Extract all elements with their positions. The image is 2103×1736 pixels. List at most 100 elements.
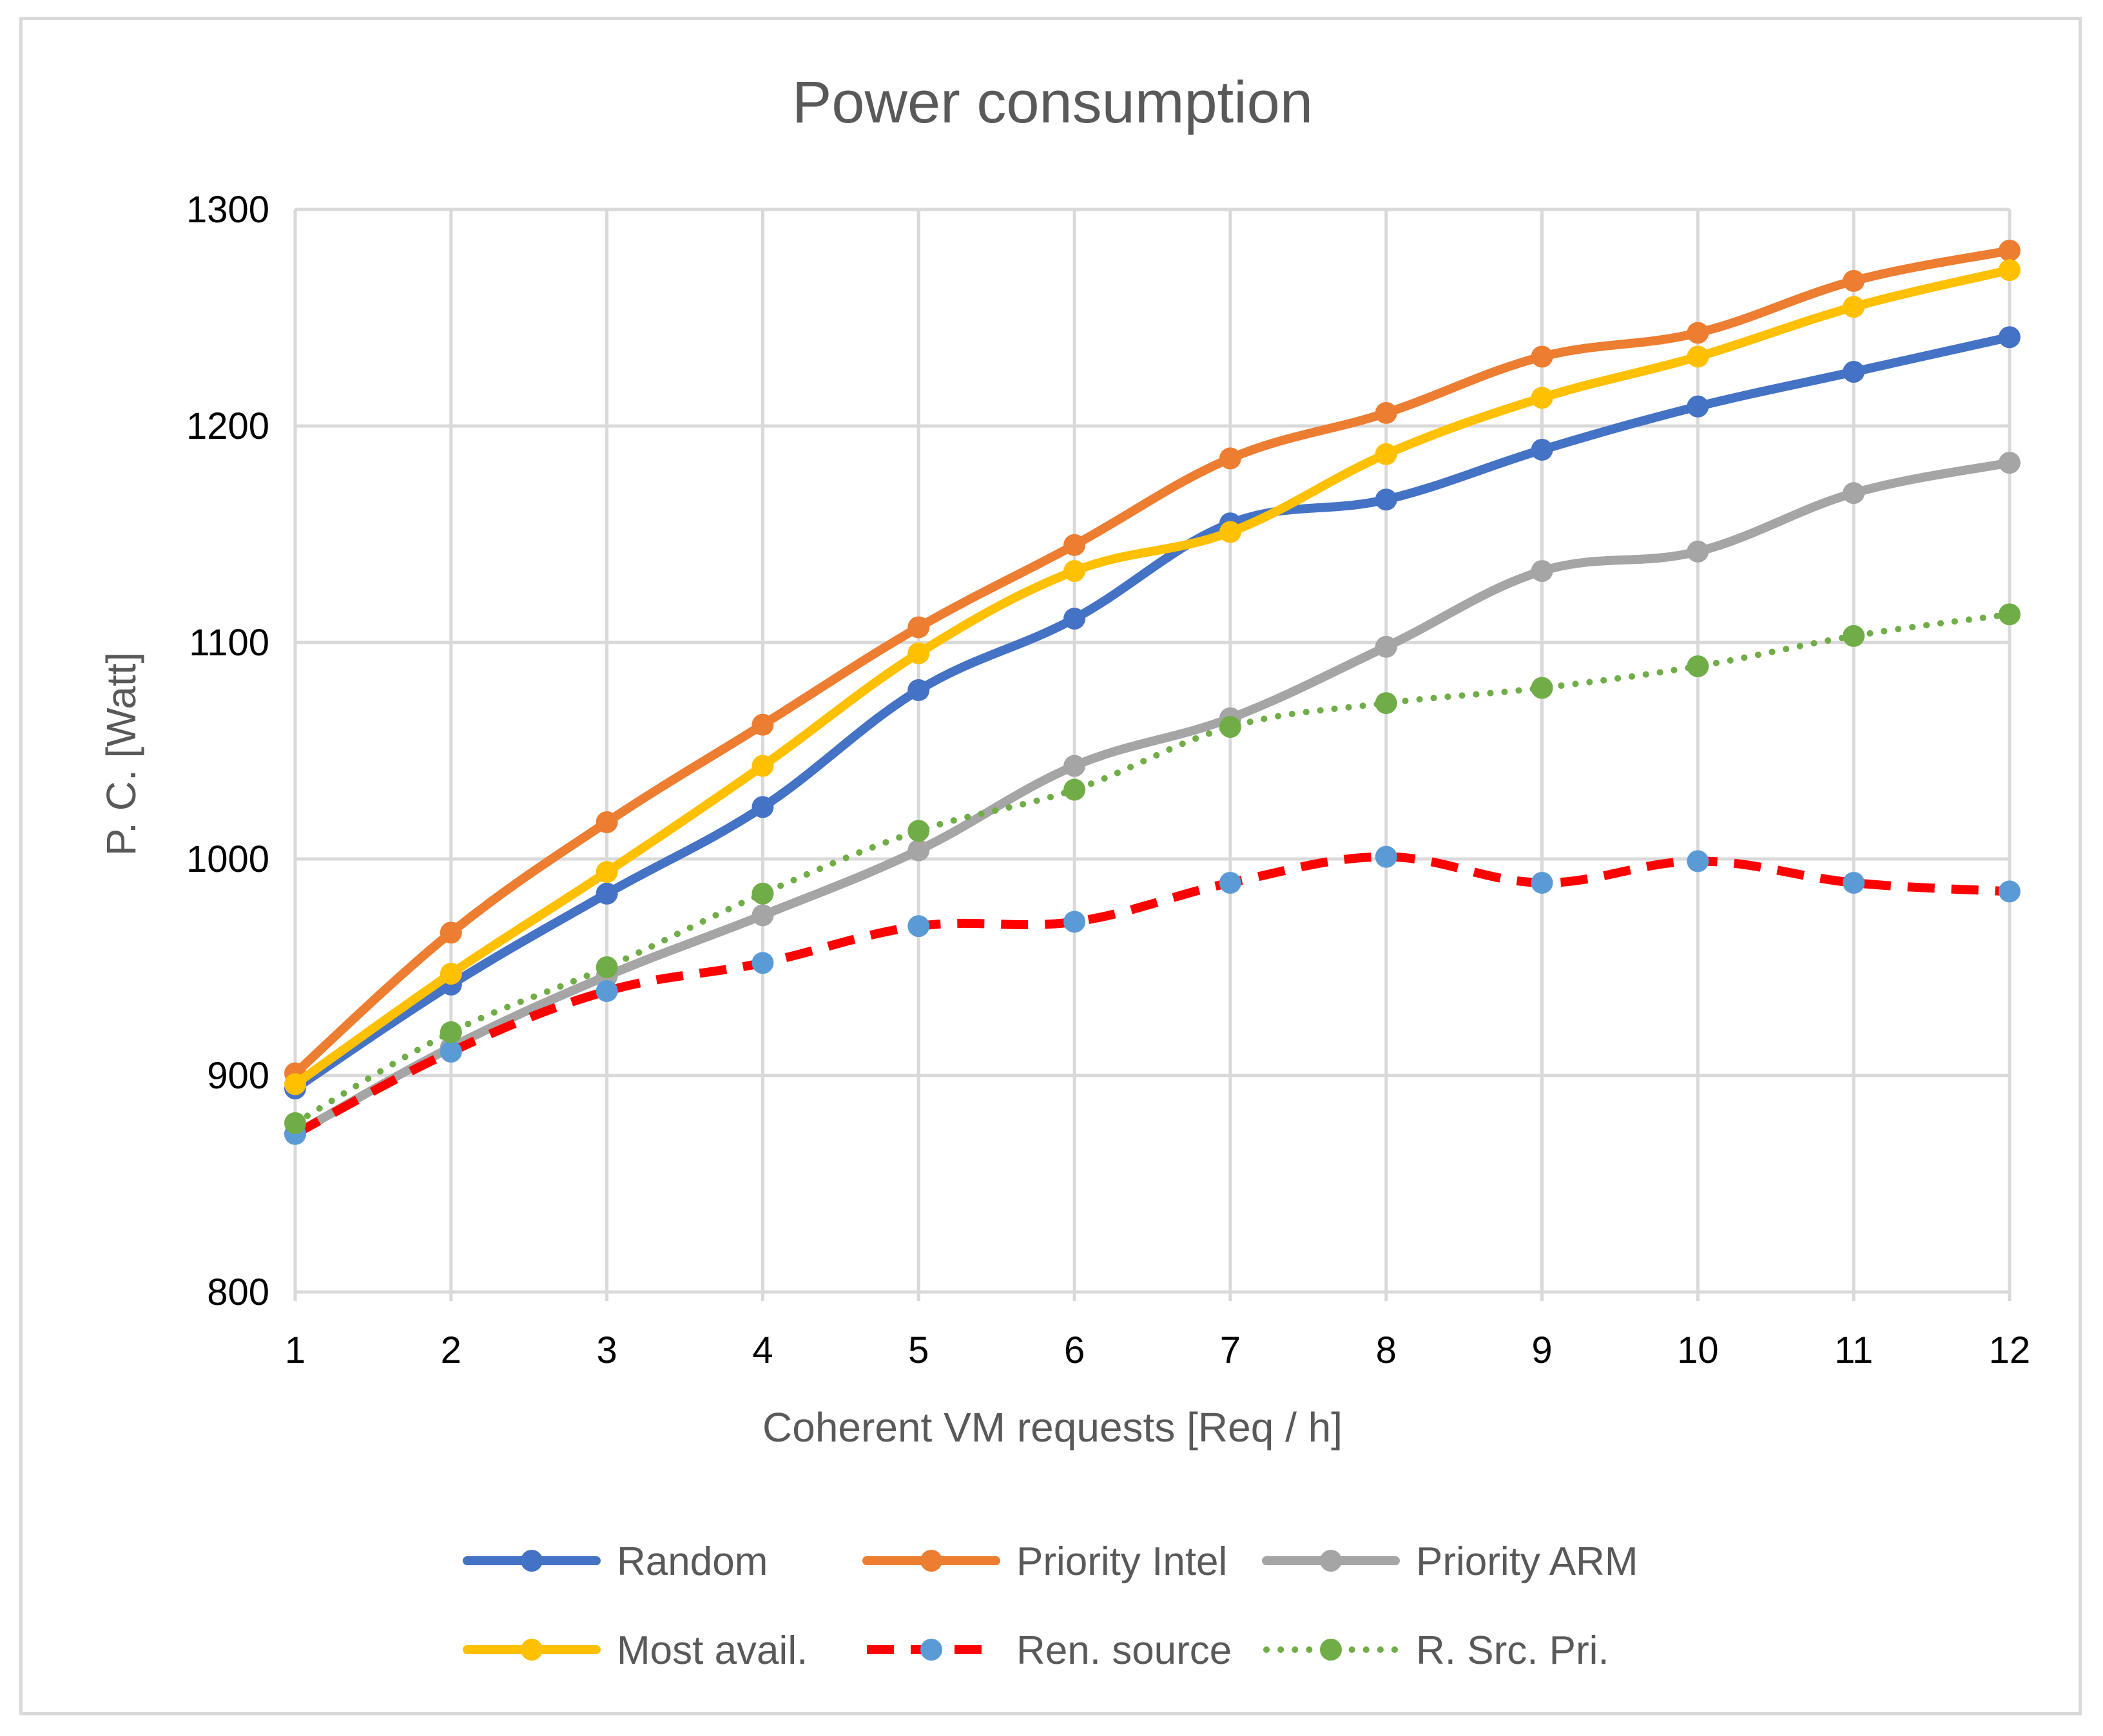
data-point-r-src-pri — [284, 1112, 306, 1134]
data-point-ren-source — [596, 979, 618, 1002]
x-tick-label: 11 — [1834, 1329, 1873, 1371]
x-tick-label: 1 — [285, 1329, 305, 1371]
data-point-priority-intel — [1375, 401, 1397, 424]
legend-item-ren-source: Ren. source — [867, 1628, 1232, 1673]
data-point-r-src-pri — [1531, 677, 1553, 699]
data-point-priority-arm — [1843, 482, 1865, 505]
x-tick-label: 6 — [1064, 1329, 1085, 1371]
data-point-ren-source — [1219, 871, 1241, 894]
data-point-r-src-pri — [1843, 624, 1865, 647]
legend-label: Most avail. — [617, 1628, 808, 1673]
data-point-priority-arm — [1063, 755, 1086, 777]
legend-label: Random — [617, 1539, 768, 1584]
legend-item-priority-arm: Priority ARM — [1262, 1539, 1638, 1584]
data-point-priority-intel — [1219, 447, 1241, 470]
data-point-most-avail — [284, 1073, 306, 1095]
y-axis-label: P. C. [Watt] — [98, 652, 144, 856]
data-point-priority-intel — [1063, 534, 1086, 556]
data-point-most-avail — [1063, 560, 1086, 583]
data-point-most-avail — [596, 861, 618, 883]
data-point-most-avail — [907, 642, 930, 664]
data-point-random — [751, 796, 774, 818]
data-point-priority-intel — [1687, 322, 1709, 344]
y-tick-label: 900 — [207, 1055, 269, 1097]
legend-swatch-marker — [920, 1639, 942, 1661]
x-tick-label: 5 — [908, 1329, 929, 1371]
data-point-r-src-pri — [596, 956, 618, 978]
data-point-random — [1375, 488, 1397, 511]
legend-label: R. Src. Pri. — [1416, 1628, 1609, 1673]
data-point-most-avail — [1843, 296, 1865, 318]
data-point-priority-arm — [1999, 452, 2021, 474]
series-line-priority-intel — [291, 246, 2014, 1078]
series-priority-intel — [284, 239, 2021, 1085]
legend-item-r-src-pri: R. Src. Pri. — [1263, 1628, 1609, 1673]
x-tick-label: 8 — [1376, 1329, 1397, 1371]
data-point-priority-arm — [751, 904, 774, 927]
data-point-priority-arm — [1687, 540, 1709, 563]
data-point-r-src-pri — [1687, 655, 1709, 677]
data-point-most-avail — [1531, 387, 1553, 409]
chart-title: Power consumption — [792, 70, 1313, 135]
data-point-priority-arm — [1375, 635, 1397, 658]
x-tick-label: 3 — [597, 1329, 617, 1371]
data-point-most-avail — [440, 963, 462, 985]
y-tick-label: 800 — [207, 1271, 269, 1313]
series-random — [284, 326, 2021, 1100]
y-tick-label: 1200 — [186, 405, 269, 447]
x-tick-label: 4 — [752, 1329, 773, 1371]
data-point-ren-source — [907, 915, 930, 938]
x-tick-label: 2 — [441, 1329, 461, 1371]
data-point-most-avail — [1999, 259, 2021, 282]
data-point-random — [1999, 326, 2021, 349]
series-ren-source — [284, 845, 2021, 1145]
series-r-src-pri — [284, 603, 2021, 1134]
data-point-random — [907, 679, 930, 701]
data-point-priority-intel — [751, 713, 774, 736]
data-point-priority-intel — [1999, 239, 2021, 262]
legend-swatch-marker — [521, 1639, 543, 1661]
legend-label: Ren. source — [1016, 1628, 1232, 1673]
legend-item-most-avail: Most avail. — [463, 1628, 808, 1673]
legend-swatch-marker — [920, 1550, 942, 1572]
data-point-priority-arm — [907, 839, 930, 862]
data-point-priority-arm — [1531, 560, 1553, 583]
data-point-ren-source — [1063, 911, 1086, 933]
x-tick-label: 10 — [1677, 1329, 1719, 1371]
y-tick-label: 1300 — [186, 189, 269, 231]
data-point-r-src-pri — [1375, 692, 1397, 715]
y-tick-label: 1100 — [189, 622, 269, 664]
legend-swatch-marker — [1320, 1639, 1342, 1661]
data-point-priority-intel — [1843, 269, 1865, 292]
data-point-r-src-pri — [1063, 778, 1086, 801]
data-point-random — [1531, 438, 1553, 461]
data-point-r-src-pri — [1999, 603, 2021, 626]
data-point-r-src-pri — [907, 820, 930, 842]
series-line-ren-source — [293, 852, 2010, 1138]
data-point-random — [596, 882, 618, 905]
data-point-priority-intel — [440, 921, 462, 944]
data-point-r-src-pri — [751, 882, 774, 905]
grid-lines — [293, 207, 2011, 1301]
x-tick-label: 9 — [1531, 1329, 1552, 1371]
data-point-ren-source — [1531, 871, 1553, 894]
data-point-most-avail — [751, 755, 774, 777]
data-point-ren-source — [1843, 871, 1865, 894]
data-point-ren-source — [1999, 880, 2021, 903]
data-point-most-avail — [1375, 443, 1397, 465]
y-tick-label: 1000 — [186, 838, 269, 880]
data-point-ren-source — [751, 952, 774, 974]
data-point-ren-source — [1687, 850, 1709, 873]
legend-label: Priority ARM — [1416, 1539, 1638, 1584]
data-point-priority-intel — [907, 616, 930, 639]
x-axis-label: Coherent VM requests [Req / h] — [762, 1404, 1342, 1451]
legend: Random Priority Intel Priority ARM Most ava… — [463, 1539, 1638, 1673]
data-point-most-avail — [1687, 345, 1709, 368]
data-point-priority-intel — [1531, 345, 1553, 368]
data-point-most-avail — [1219, 521, 1241, 543]
data-point-ren-source — [1375, 845, 1397, 868]
data-point-random — [1063, 608, 1086, 630]
series-most-avail — [284, 259, 2021, 1095]
data-point-r-src-pri — [440, 1021, 462, 1043]
